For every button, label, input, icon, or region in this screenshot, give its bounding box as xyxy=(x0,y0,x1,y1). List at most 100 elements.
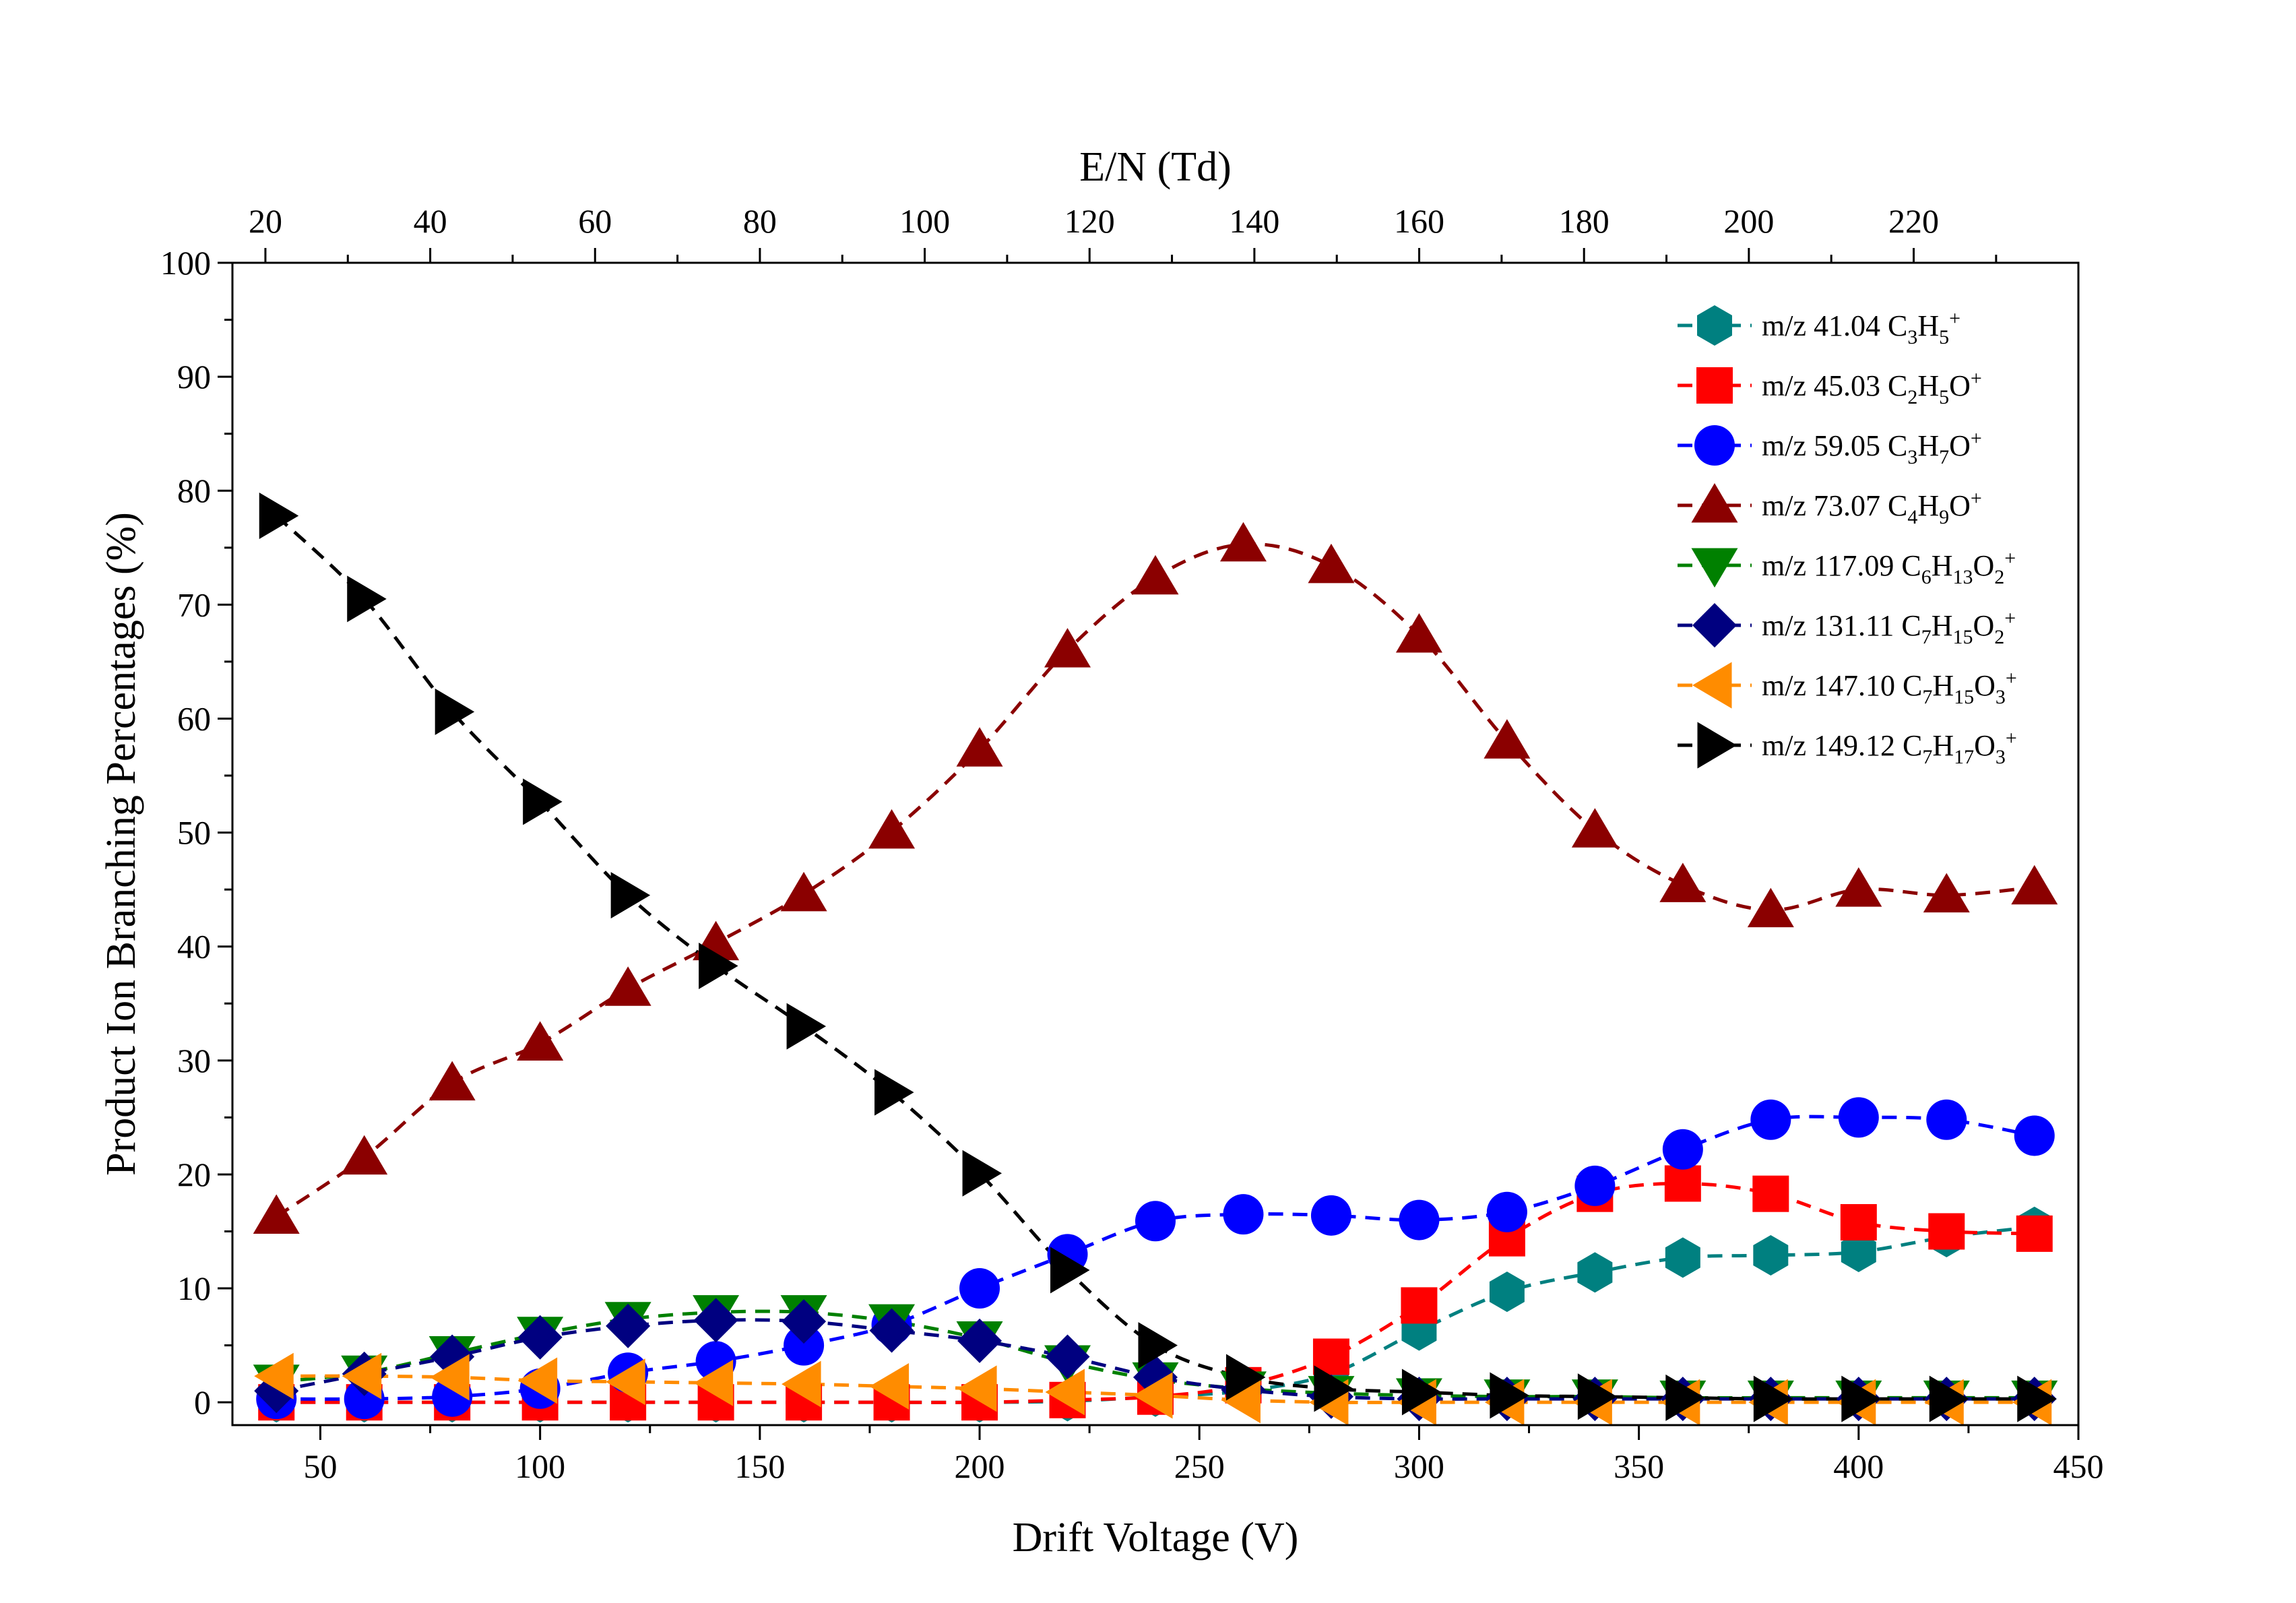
legend-label-part: 9 xyxy=(1939,506,1949,528)
x-axis-title: Drift Voltage (V) xyxy=(1013,1515,1299,1561)
data-point xyxy=(517,1021,564,1061)
y-tick-label: 0 xyxy=(194,1383,211,1421)
legend-label-part: H xyxy=(1932,729,1954,762)
data-point xyxy=(1664,1165,1701,1202)
x-tick-label: 400 xyxy=(1833,1447,1884,1485)
data-point xyxy=(1489,1271,1525,1313)
y-tick-label: 20 xyxy=(177,1156,211,1193)
legend-label-part: O xyxy=(1974,729,1996,762)
top-tick-label: 200 xyxy=(1723,202,1774,240)
data-point xyxy=(347,575,387,623)
x-tick-label: 300 xyxy=(1394,1447,1444,1485)
y-tick-label: 40 xyxy=(177,928,211,966)
data-point xyxy=(1752,1175,1789,1212)
legend-label-part: + xyxy=(2006,727,2017,749)
legend-label-part: H xyxy=(1932,609,1953,642)
data-point xyxy=(341,1135,388,1175)
legend-item: m/z 149.12 C7H17O3+ xyxy=(1678,722,2017,769)
data-point xyxy=(604,966,651,1006)
top-tick-label: 140 xyxy=(1229,202,1279,240)
legend-marker xyxy=(1691,483,1738,523)
x-tick-label: 50 xyxy=(303,1447,337,1485)
legend-label-part: m/z 59.05 C xyxy=(1762,429,1907,462)
y-axis-title: Product Ion Branching Percentages (%) xyxy=(98,512,144,1176)
y-tick-label: 100 xyxy=(160,244,211,282)
legend-marker xyxy=(1694,425,1735,466)
legend-label-part: 3 xyxy=(1996,686,2006,708)
legend-label-part: + xyxy=(2006,667,2017,689)
legend-label-part: 4 xyxy=(1907,506,1917,528)
data-point xyxy=(1926,1099,1967,1140)
data-point xyxy=(1753,1235,1789,1276)
data-point xyxy=(435,688,475,735)
data-point xyxy=(1401,1287,1438,1324)
y-tick-label: 70 xyxy=(177,586,211,623)
data-point xyxy=(1747,887,1794,928)
x-tick-label: 350 xyxy=(1614,1447,1664,1485)
data-point xyxy=(1838,1097,1879,1138)
legend-marker xyxy=(1696,367,1733,404)
data-point xyxy=(868,809,916,849)
legend-label-part: H xyxy=(1917,489,1939,522)
top-tick-label: 160 xyxy=(1394,202,1444,240)
legend-label: m/z 149.12 C7H17O3+ xyxy=(1762,727,2017,768)
data-point xyxy=(1841,1375,1881,1422)
data-point xyxy=(1133,1354,1178,1400)
legend-label-part: 7 xyxy=(1921,626,1932,648)
data-point xyxy=(1923,873,1970,913)
data-point xyxy=(606,1303,651,1348)
data-point xyxy=(1577,1252,1613,1293)
legend-label-part: m/z 73.07 C xyxy=(1762,489,1907,522)
data-point xyxy=(786,1003,827,1050)
legend-label-part: 15 xyxy=(1954,686,1974,708)
data-point xyxy=(1401,1369,1442,1416)
top-tick-label: 120 xyxy=(1064,202,1115,240)
plot-frame xyxy=(231,261,2080,1426)
legend-label-part: + xyxy=(1971,487,1982,509)
legend-marker xyxy=(1697,722,1737,769)
data-point xyxy=(1225,1354,1266,1401)
legend-label: m/z 147.10 C7H15O3+ xyxy=(1762,667,2017,708)
data-point xyxy=(1221,1377,1261,1424)
data-point xyxy=(1571,808,1618,848)
legend-label-part: H xyxy=(1917,429,1939,462)
data-point xyxy=(2011,865,2058,905)
legend-label-part: 2 xyxy=(1907,386,1917,408)
data-point xyxy=(1665,1374,1705,1421)
top-tick-label: 100 xyxy=(899,202,950,240)
legend-label-part: m/z 147.10 C xyxy=(1762,669,1922,702)
y-tick-label: 30 xyxy=(177,1042,211,1079)
legend-label: m/z 131.11 C7H15O2+ xyxy=(1762,607,2016,648)
legend-label-part: m/z 131.11 C xyxy=(1762,609,1921,642)
legend-item: m/z 41.04 C3H5+ xyxy=(1678,305,1960,348)
data-point xyxy=(1310,1195,1351,1236)
data-point xyxy=(1841,1231,1876,1272)
data-point xyxy=(1314,1365,1353,1412)
legend-label-part: O xyxy=(1949,489,1971,522)
legend-label-part: m/z 45.03 C xyxy=(1762,369,1907,402)
legend-label-part: + xyxy=(1949,307,1960,329)
legend-item: m/z 131.11 C7H15O2+ xyxy=(1678,603,2016,648)
data-point xyxy=(2014,1115,2055,1156)
legend-item: m/z 73.07 C4H9O+ xyxy=(1678,483,1982,528)
data-point xyxy=(517,1357,558,1404)
legend-label-part: 17 xyxy=(1954,746,1974,768)
y-tick-label: 90 xyxy=(177,358,211,396)
data-point xyxy=(869,1363,910,1410)
x-tick-label: 450 xyxy=(2053,1447,2104,1485)
data-point xyxy=(1490,1372,1529,1419)
legend-label: m/z 41.04 C3H5+ xyxy=(1762,307,1960,348)
legend-label-part: H xyxy=(1932,549,1953,582)
legend-marker xyxy=(1692,603,1737,648)
data-point xyxy=(523,778,563,825)
data-point xyxy=(2016,1215,2053,1252)
data-point xyxy=(1835,867,1882,907)
y-tick-label: 60 xyxy=(177,699,211,737)
y-tick-label: 10 xyxy=(177,1269,211,1307)
legend-marker xyxy=(1692,662,1732,709)
data-point xyxy=(342,1352,382,1400)
data-point xyxy=(1659,862,1707,902)
legend-label-part: 3 xyxy=(1907,326,1917,348)
data-point xyxy=(962,1150,1002,1197)
legend-label-part: O xyxy=(1974,669,1996,702)
